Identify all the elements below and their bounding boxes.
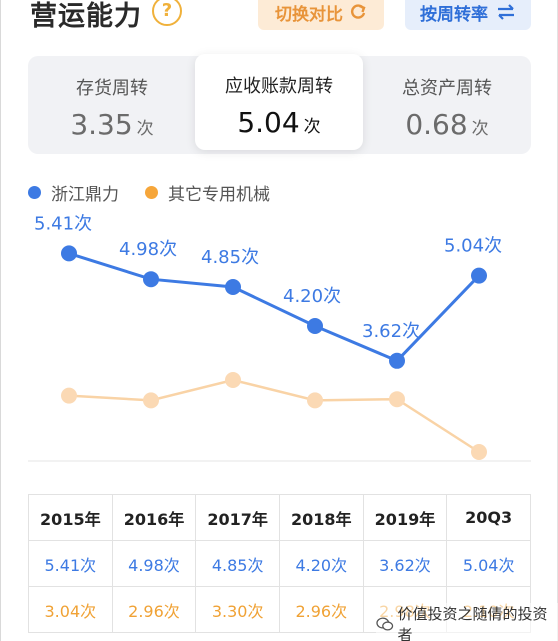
table-cell: 2.96次 (111, 586, 197, 633)
table-cell: 2.96次 (278, 586, 364, 633)
company-data-point[interactable] (389, 352, 405, 369)
frame-left-border (0, 0, 1, 641)
tab-value: 5.04 次 (237, 106, 321, 139)
tab-total-asset-turnover[interactable]: 总资产周转 0.68 次 (363, 56, 531, 154)
table-cell: 4.98次 (111, 540, 197, 587)
company-data-point[interactable] (471, 267, 487, 284)
tab-receivables-turnover[interactable]: 应收账款周转 5.04 次 (195, 54, 363, 150)
tab-label: 应收账款周转 (225, 76, 333, 97)
data-label: 5.41次 (34, 213, 92, 234)
table-header-cell: 2015年 (28, 494, 113, 541)
company-data-point[interactable] (225, 279, 241, 295)
compare-toggle-label: 切换对比 (275, 4, 343, 25)
table-header-cell: 2016年 (111, 494, 197, 541)
legend-item-industry[interactable]: 其它专用机械 (145, 180, 270, 205)
tab-inventory-turnover[interactable]: 存货周转 3.35 次 (28, 56, 196, 154)
data-label: 5.04次 (444, 236, 502, 257)
tab-label: 存货周转 (76, 78, 148, 99)
company-data-point[interactable] (61, 245, 77, 262)
legend-dot-orange (145, 186, 158, 199)
sort-by-turnover-button[interactable]: 按周转率 (405, 0, 531, 30)
company-data-point[interactable] (143, 271, 159, 288)
table-header-cell: 2019年 (362, 494, 448, 541)
table-header-cell: 2018年 (278, 494, 364, 541)
data-label: 4.98次 (119, 239, 177, 260)
table-cell: 3.62次 (362, 540, 448, 587)
watermark: 价值投资之随倩的投资者 (376, 603, 558, 641)
data-table: 2015年 2016年 2017年 2018年 2019年 20Q3 5.41次… (28, 494, 531, 633)
help-icon[interactable]: ? (152, 0, 182, 26)
table-cell: 4.85次 (195, 540, 280, 587)
legend-dot-blue (28, 186, 41, 199)
tab-value: 3.35 次 (70, 108, 154, 141)
line-chart: 5.41次 4.98次 4.85次 4.20次 3.62次 5.04次 (28, 213, 531, 462)
table-header-cell: 2017年 (195, 494, 280, 541)
watermark-text: 价值投资之随倩的投资者 (397, 605, 548, 641)
legend-label: 其它专用机械 (168, 185, 270, 205)
company-series-line (68, 251, 481, 363)
wechat-icon (376, 617, 394, 631)
refresh-icon (351, 4, 366, 19)
table-cell: 5.04次 (446, 540, 531, 587)
legend-label: 浙江鼎力 (51, 185, 119, 205)
compare-toggle-button[interactable]: 切换对比 (258, 0, 384, 30)
industry-data-point[interactable] (307, 392, 323, 409)
data-label: 3.62次 (362, 321, 420, 342)
table-cell: 3.30次 (195, 586, 280, 633)
sort-label: 按周转率 (420, 4, 488, 25)
table-header-row: 2015年 2016年 2017年 2018年 2019年 20Q3 (28, 494, 531, 541)
industry-data-point[interactable] (471, 444, 487, 460)
industry-data-point[interactable] (389, 391, 405, 408)
table-cell: 3.04次 (28, 586, 113, 633)
industry-data-point[interactable] (225, 372, 241, 388)
table-header-cell: 20Q3 (446, 494, 531, 541)
company-data-point[interactable] (307, 318, 323, 334)
industry-series-line (68, 378, 480, 454)
page-title: 营运能力 (30, 1, 142, 32)
chart-legend: 浙江鼎力 其它专用机械 (28, 180, 270, 205)
table-cell: 4.20次 (278, 540, 364, 587)
data-label: 4.20次 (283, 286, 341, 307)
table-row-industry: 3.04次 2.96次 3.30次 2.96次 2.98次 2.10次 (28, 586, 531, 633)
table-cell: 5.41次 (28, 540, 113, 587)
legend-item-company[interactable]: 浙江鼎力 (28, 180, 119, 205)
swap-arrows-icon (498, 4, 514, 20)
data-label: 4.85次 (201, 247, 259, 268)
tab-value: 0.68 次 (405, 108, 489, 141)
industry-data-point[interactable] (61, 387, 77, 404)
industry-data-point[interactable] (143, 392, 159, 409)
table-row-company: 5.41次 4.98次 4.85次 4.20次 3.62次 5.04次 (28, 540, 531, 587)
tab-label: 总资产周转 (402, 78, 492, 99)
